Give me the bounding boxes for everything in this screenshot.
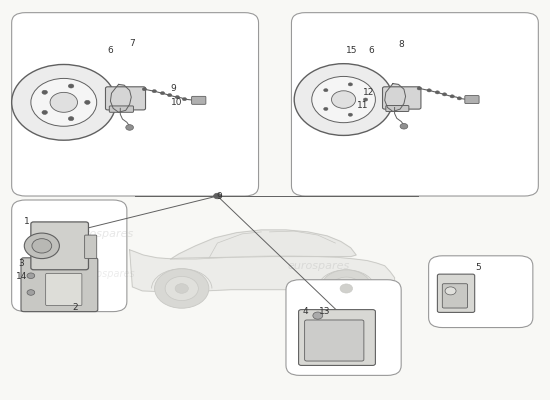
- Circle shape: [42, 90, 47, 94]
- Circle shape: [400, 124, 408, 129]
- FancyBboxPatch shape: [106, 87, 146, 110]
- FancyBboxPatch shape: [85, 235, 97, 258]
- Circle shape: [182, 98, 186, 101]
- Circle shape: [435, 91, 439, 94]
- Polygon shape: [130, 250, 394, 292]
- FancyBboxPatch shape: [299, 310, 376, 366]
- Circle shape: [165, 276, 199, 300]
- Circle shape: [348, 83, 353, 86]
- Circle shape: [175, 284, 188, 293]
- FancyBboxPatch shape: [31, 222, 89, 270]
- Circle shape: [450, 95, 454, 98]
- Polygon shape: [384, 84, 405, 112]
- Circle shape: [457, 97, 461, 100]
- Circle shape: [175, 96, 179, 99]
- Text: 10: 10: [170, 98, 182, 107]
- Circle shape: [445, 287, 456, 295]
- Text: 6: 6: [108, 46, 113, 55]
- Circle shape: [42, 110, 47, 114]
- Circle shape: [32, 239, 52, 253]
- FancyBboxPatch shape: [386, 106, 409, 112]
- Circle shape: [312, 76, 376, 123]
- Text: eurospares: eurospares: [71, 229, 133, 239]
- Circle shape: [323, 88, 328, 92]
- FancyBboxPatch shape: [383, 87, 421, 109]
- FancyBboxPatch shape: [442, 284, 468, 308]
- Circle shape: [142, 88, 147, 91]
- Circle shape: [213, 193, 221, 199]
- Circle shape: [427, 89, 431, 92]
- Circle shape: [126, 125, 134, 130]
- Circle shape: [12, 64, 116, 140]
- Circle shape: [31, 78, 97, 126]
- Text: 13: 13: [318, 307, 330, 316]
- Circle shape: [24, 233, 59, 258]
- FancyBboxPatch shape: [191, 96, 206, 104]
- Circle shape: [313, 312, 323, 319]
- Circle shape: [417, 87, 421, 90]
- Circle shape: [85, 100, 90, 104]
- Text: 8: 8: [398, 40, 404, 49]
- Circle shape: [68, 117, 74, 121]
- Circle shape: [50, 92, 78, 112]
- Polygon shape: [111, 84, 131, 112]
- Circle shape: [68, 84, 74, 88]
- Text: 5: 5: [475, 263, 481, 272]
- Text: 7: 7: [129, 39, 135, 48]
- FancyBboxPatch shape: [465, 96, 479, 104]
- FancyBboxPatch shape: [109, 106, 134, 112]
- FancyBboxPatch shape: [286, 280, 401, 375]
- FancyBboxPatch shape: [21, 258, 98, 312]
- Text: 2: 2: [72, 303, 78, 312]
- Text: 3: 3: [19, 259, 24, 268]
- Circle shape: [340, 284, 353, 293]
- Polygon shape: [170, 230, 356, 259]
- FancyBboxPatch shape: [428, 256, 533, 328]
- Circle shape: [348, 113, 353, 116]
- Circle shape: [323, 107, 328, 110]
- Circle shape: [321, 270, 372, 307]
- Text: 9: 9: [170, 84, 177, 93]
- Text: 6: 6: [368, 46, 374, 55]
- Text: 11: 11: [357, 101, 368, 110]
- Circle shape: [294, 64, 393, 136]
- FancyBboxPatch shape: [437, 274, 475, 312]
- Text: 4: 4: [302, 307, 308, 316]
- Circle shape: [364, 98, 368, 101]
- Text: 9: 9: [216, 192, 222, 201]
- Circle shape: [27, 290, 35, 295]
- Text: 15: 15: [346, 46, 358, 55]
- Text: 14: 14: [16, 272, 28, 281]
- Text: eurospares: eurospares: [288, 261, 350, 271]
- Text: 12: 12: [362, 88, 374, 97]
- Text: eurospares: eurospares: [300, 307, 354, 317]
- Circle shape: [27, 273, 35, 278]
- FancyBboxPatch shape: [12, 200, 127, 312]
- Circle shape: [167, 94, 172, 97]
- Circle shape: [442, 93, 447, 96]
- Circle shape: [331, 277, 362, 300]
- FancyBboxPatch shape: [305, 320, 364, 361]
- Circle shape: [152, 90, 157, 93]
- Circle shape: [155, 269, 209, 308]
- FancyBboxPatch shape: [292, 13, 538, 196]
- Text: eurospares: eurospares: [80, 269, 135, 279]
- Circle shape: [332, 91, 356, 108]
- FancyBboxPatch shape: [46, 273, 82, 306]
- Circle shape: [161, 92, 165, 95]
- Text: 1: 1: [24, 218, 30, 226]
- FancyBboxPatch shape: [12, 13, 258, 196]
